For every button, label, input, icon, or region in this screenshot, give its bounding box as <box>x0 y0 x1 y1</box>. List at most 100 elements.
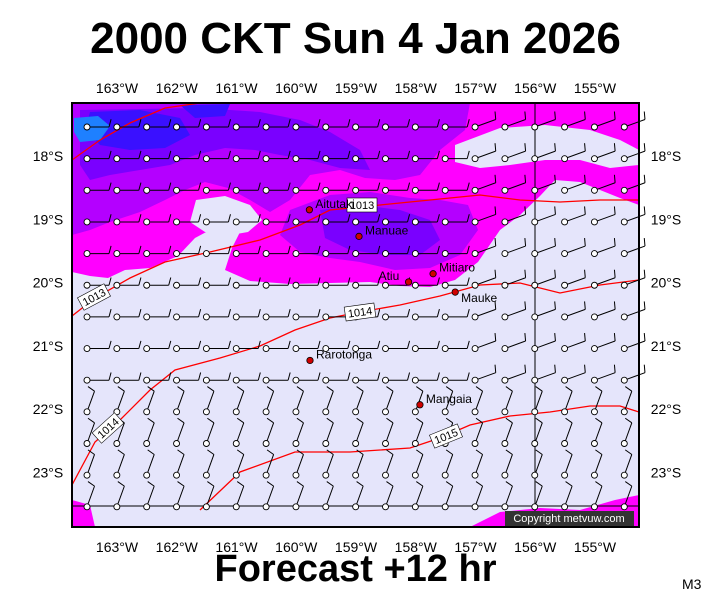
wind-barb <box>561 333 586 352</box>
place-name: Manuae <box>365 223 409 237</box>
wind-barb <box>411 150 440 163</box>
svg-text:1014: 1014 <box>347 305 373 320</box>
wind-barb <box>620 481 633 511</box>
wind-barb <box>441 386 454 416</box>
wind-barb <box>561 449 573 479</box>
wind-barb <box>352 372 381 384</box>
wind-barb <box>143 245 172 258</box>
wind-barb <box>531 174 556 194</box>
wind-barb <box>322 372 351 384</box>
wind-barb <box>441 372 470 384</box>
wind-barb <box>591 386 603 416</box>
wind-barb <box>262 417 275 447</box>
latitude-label: 18°S <box>651 148 682 164</box>
wind-barb <box>292 150 321 163</box>
chart-title: 2000 CKT Sun 4 Jan 2026 <box>90 14 621 63</box>
wind-barb <box>113 372 142 384</box>
wind-barb <box>232 245 261 258</box>
dry-gap <box>190 196 262 236</box>
wind-barb <box>202 182 231 194</box>
place-dot <box>416 401 424 409</box>
wind-barb <box>441 309 470 321</box>
longitude-label: 159°W <box>335 539 378 555</box>
wind-barb <box>292 340 321 352</box>
wind-barb <box>113 340 142 352</box>
wind-barb <box>173 481 185 511</box>
wind-barb <box>292 372 321 384</box>
wind-barb <box>83 245 112 258</box>
wind-barb <box>441 277 470 289</box>
wind-barb <box>322 417 334 447</box>
wind-barb <box>591 301 616 321</box>
latitude-label: 22°S <box>651 401 682 417</box>
wind-barb <box>382 449 394 479</box>
wind-barb <box>561 269 586 289</box>
wind-barb <box>411 449 424 479</box>
wind-barb <box>232 119 261 131</box>
wind-barb <box>292 417 304 447</box>
wind-barb <box>531 364 556 384</box>
wind-barb <box>322 245 351 258</box>
wind-barb <box>620 174 646 194</box>
wind-barb <box>471 333 497 352</box>
wind-barb <box>591 269 616 289</box>
wind-barb <box>441 340 470 352</box>
wind-barb <box>232 214 261 226</box>
wind-barb <box>232 386 245 416</box>
wind-barb <box>501 269 527 289</box>
wind-barb <box>501 206 527 226</box>
wind-barb <box>322 277 351 289</box>
wind-barb <box>411 277 440 289</box>
wind-barb <box>83 150 112 163</box>
wind-barb <box>262 386 275 416</box>
model-label: M3 <box>682 576 702 592</box>
wind-barb <box>531 238 556 258</box>
wind-barb <box>620 111 646 131</box>
wind-barb <box>173 182 202 194</box>
wind-barbs <box>83 111 646 511</box>
wind-barb <box>113 449 125 479</box>
wind-barb <box>83 386 95 416</box>
wind-barb <box>322 340 351 352</box>
wind-barb <box>620 269 646 289</box>
wind-barb <box>322 386 334 416</box>
latitude-labels-left: 18°S 19°S 20°S 21°S 22°S 23°S <box>33 148 64 481</box>
map-frame <box>71 102 640 528</box>
wind-barb <box>83 417 95 447</box>
wind-barb <box>561 481 573 511</box>
wind-barb <box>83 119 112 131</box>
wind-barb <box>441 449 454 479</box>
place-marker: Mauke <box>451 288 498 305</box>
wind-barb <box>620 301 646 321</box>
wind-barb <box>352 119 381 131</box>
wind-barb <box>591 238 616 258</box>
longitude-label: 161°W <box>215 539 258 555</box>
wind-barb <box>143 277 172 289</box>
wind-barb <box>531 333 556 352</box>
wind-barb <box>173 372 202 384</box>
wind-barb <box>471 174 497 194</box>
forecast-label: Forecast +12 hr <box>214 548 497 590</box>
wind-barb <box>202 277 231 289</box>
wind-barb <box>113 277 142 289</box>
wind-barb <box>620 143 646 163</box>
wind-barb <box>232 309 261 321</box>
wind-barb <box>561 174 586 194</box>
wind-barb <box>382 481 394 511</box>
wind-barb <box>411 372 440 384</box>
wind-barb <box>411 481 424 511</box>
wind-barb <box>620 206 646 226</box>
place-dot <box>429 270 437 278</box>
place-name: Atiu <box>379 269 400 283</box>
wind-barb <box>202 150 231 163</box>
longitude-labels-top: 163°W 162°W 161°W 160°W 159°W 158°W 157°W 156°W… <box>96 80 617 96</box>
wind-barb <box>83 449 95 479</box>
wind-barb <box>411 182 440 194</box>
place-marker: Mitiaro <box>429 261 475 278</box>
wind-barb <box>382 417 394 447</box>
wind-barb <box>262 182 291 194</box>
wind-barb <box>531 143 556 163</box>
place-name: Rarotonga <box>316 347 372 361</box>
wind-barb <box>471 269 497 289</box>
